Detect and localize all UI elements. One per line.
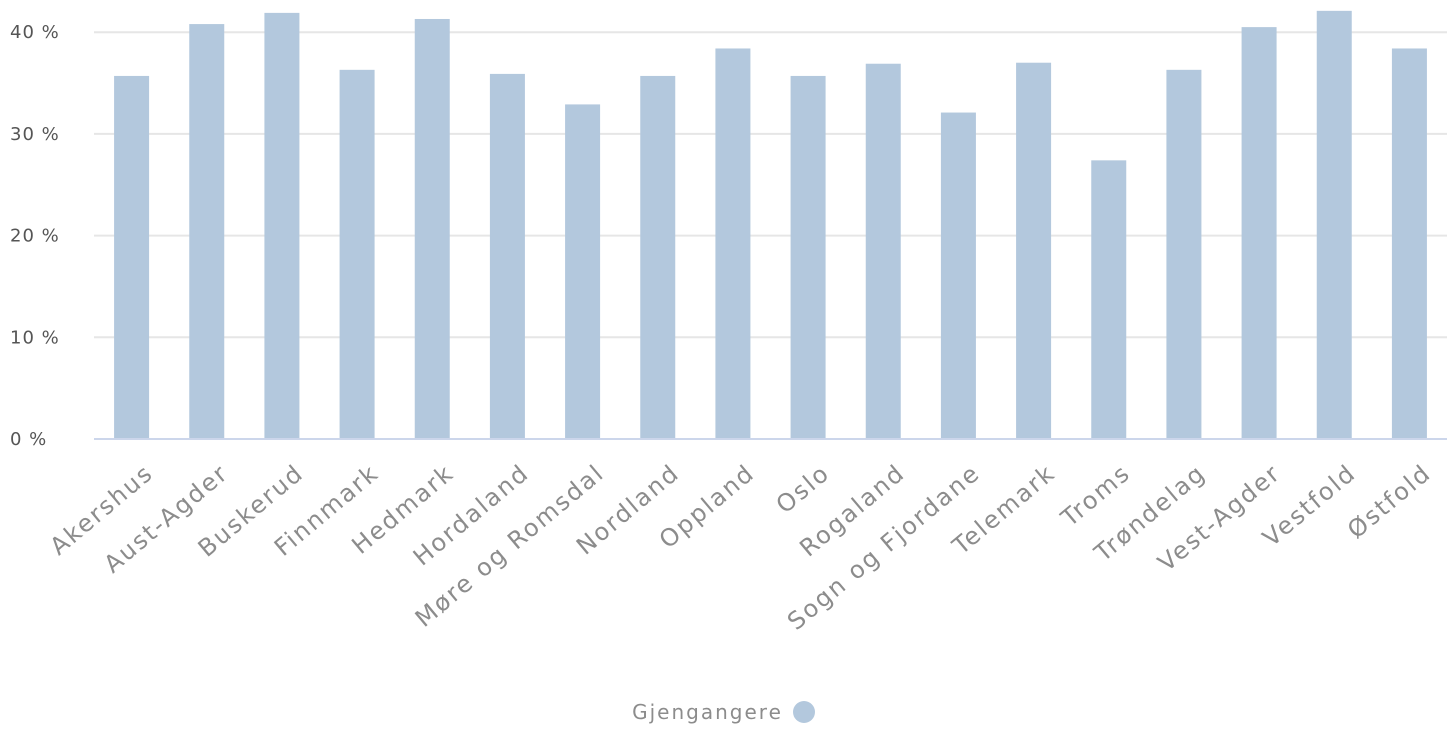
bar[interactable] xyxy=(565,104,601,440)
bar[interactable] xyxy=(1091,160,1127,440)
y-tick-label: 0 % xyxy=(10,429,47,450)
bar[interactable] xyxy=(1166,69,1202,439)
y-tick-label: 10 % xyxy=(10,327,60,348)
bar[interactable] xyxy=(189,24,225,440)
bar[interactable] xyxy=(940,112,976,439)
y-tick-label: 20 % xyxy=(10,226,60,247)
bar[interactable] xyxy=(865,63,901,440)
gridlines xyxy=(94,31,1447,339)
bar[interactable] xyxy=(1241,27,1277,440)
bar[interactable] xyxy=(790,75,826,439)
bar-chart: 0 % 10 % 20 % 30 % 40 % AkershusAust-AgderBu… xyxy=(10,10,1447,636)
bar[interactable] xyxy=(414,18,450,439)
bar[interactable] xyxy=(1016,62,1052,440)
bar[interactable] xyxy=(339,69,375,439)
y-tick-label: 30 % xyxy=(10,124,60,145)
bars xyxy=(114,10,1427,440)
bar[interactable] xyxy=(1316,10,1352,440)
bar[interactable] xyxy=(264,12,300,439)
x-tick-label: Østfold xyxy=(1342,459,1436,545)
legend-swatch-icon[interactable] xyxy=(792,701,815,723)
legend[interactable]: Gjengangere xyxy=(0,700,1447,724)
bar[interactable] xyxy=(1391,48,1427,440)
x-axis-category-labels: AkershusAust-AgderBuskerudFinnmarkHedmar… xyxy=(45,459,1437,636)
bar[interactable] xyxy=(715,48,751,440)
y-axis-tick-labels: 0 % 10 % 20 % 30 % 40 % xyxy=(10,22,60,450)
legend-label[interactable]: Gjengangere xyxy=(632,700,783,724)
bar[interactable] xyxy=(114,75,150,439)
x-tick-label: Oslo xyxy=(771,459,836,519)
bar[interactable] xyxy=(489,73,525,439)
bar[interactable] xyxy=(640,75,676,439)
y-tick-label: 40 % xyxy=(10,22,60,43)
